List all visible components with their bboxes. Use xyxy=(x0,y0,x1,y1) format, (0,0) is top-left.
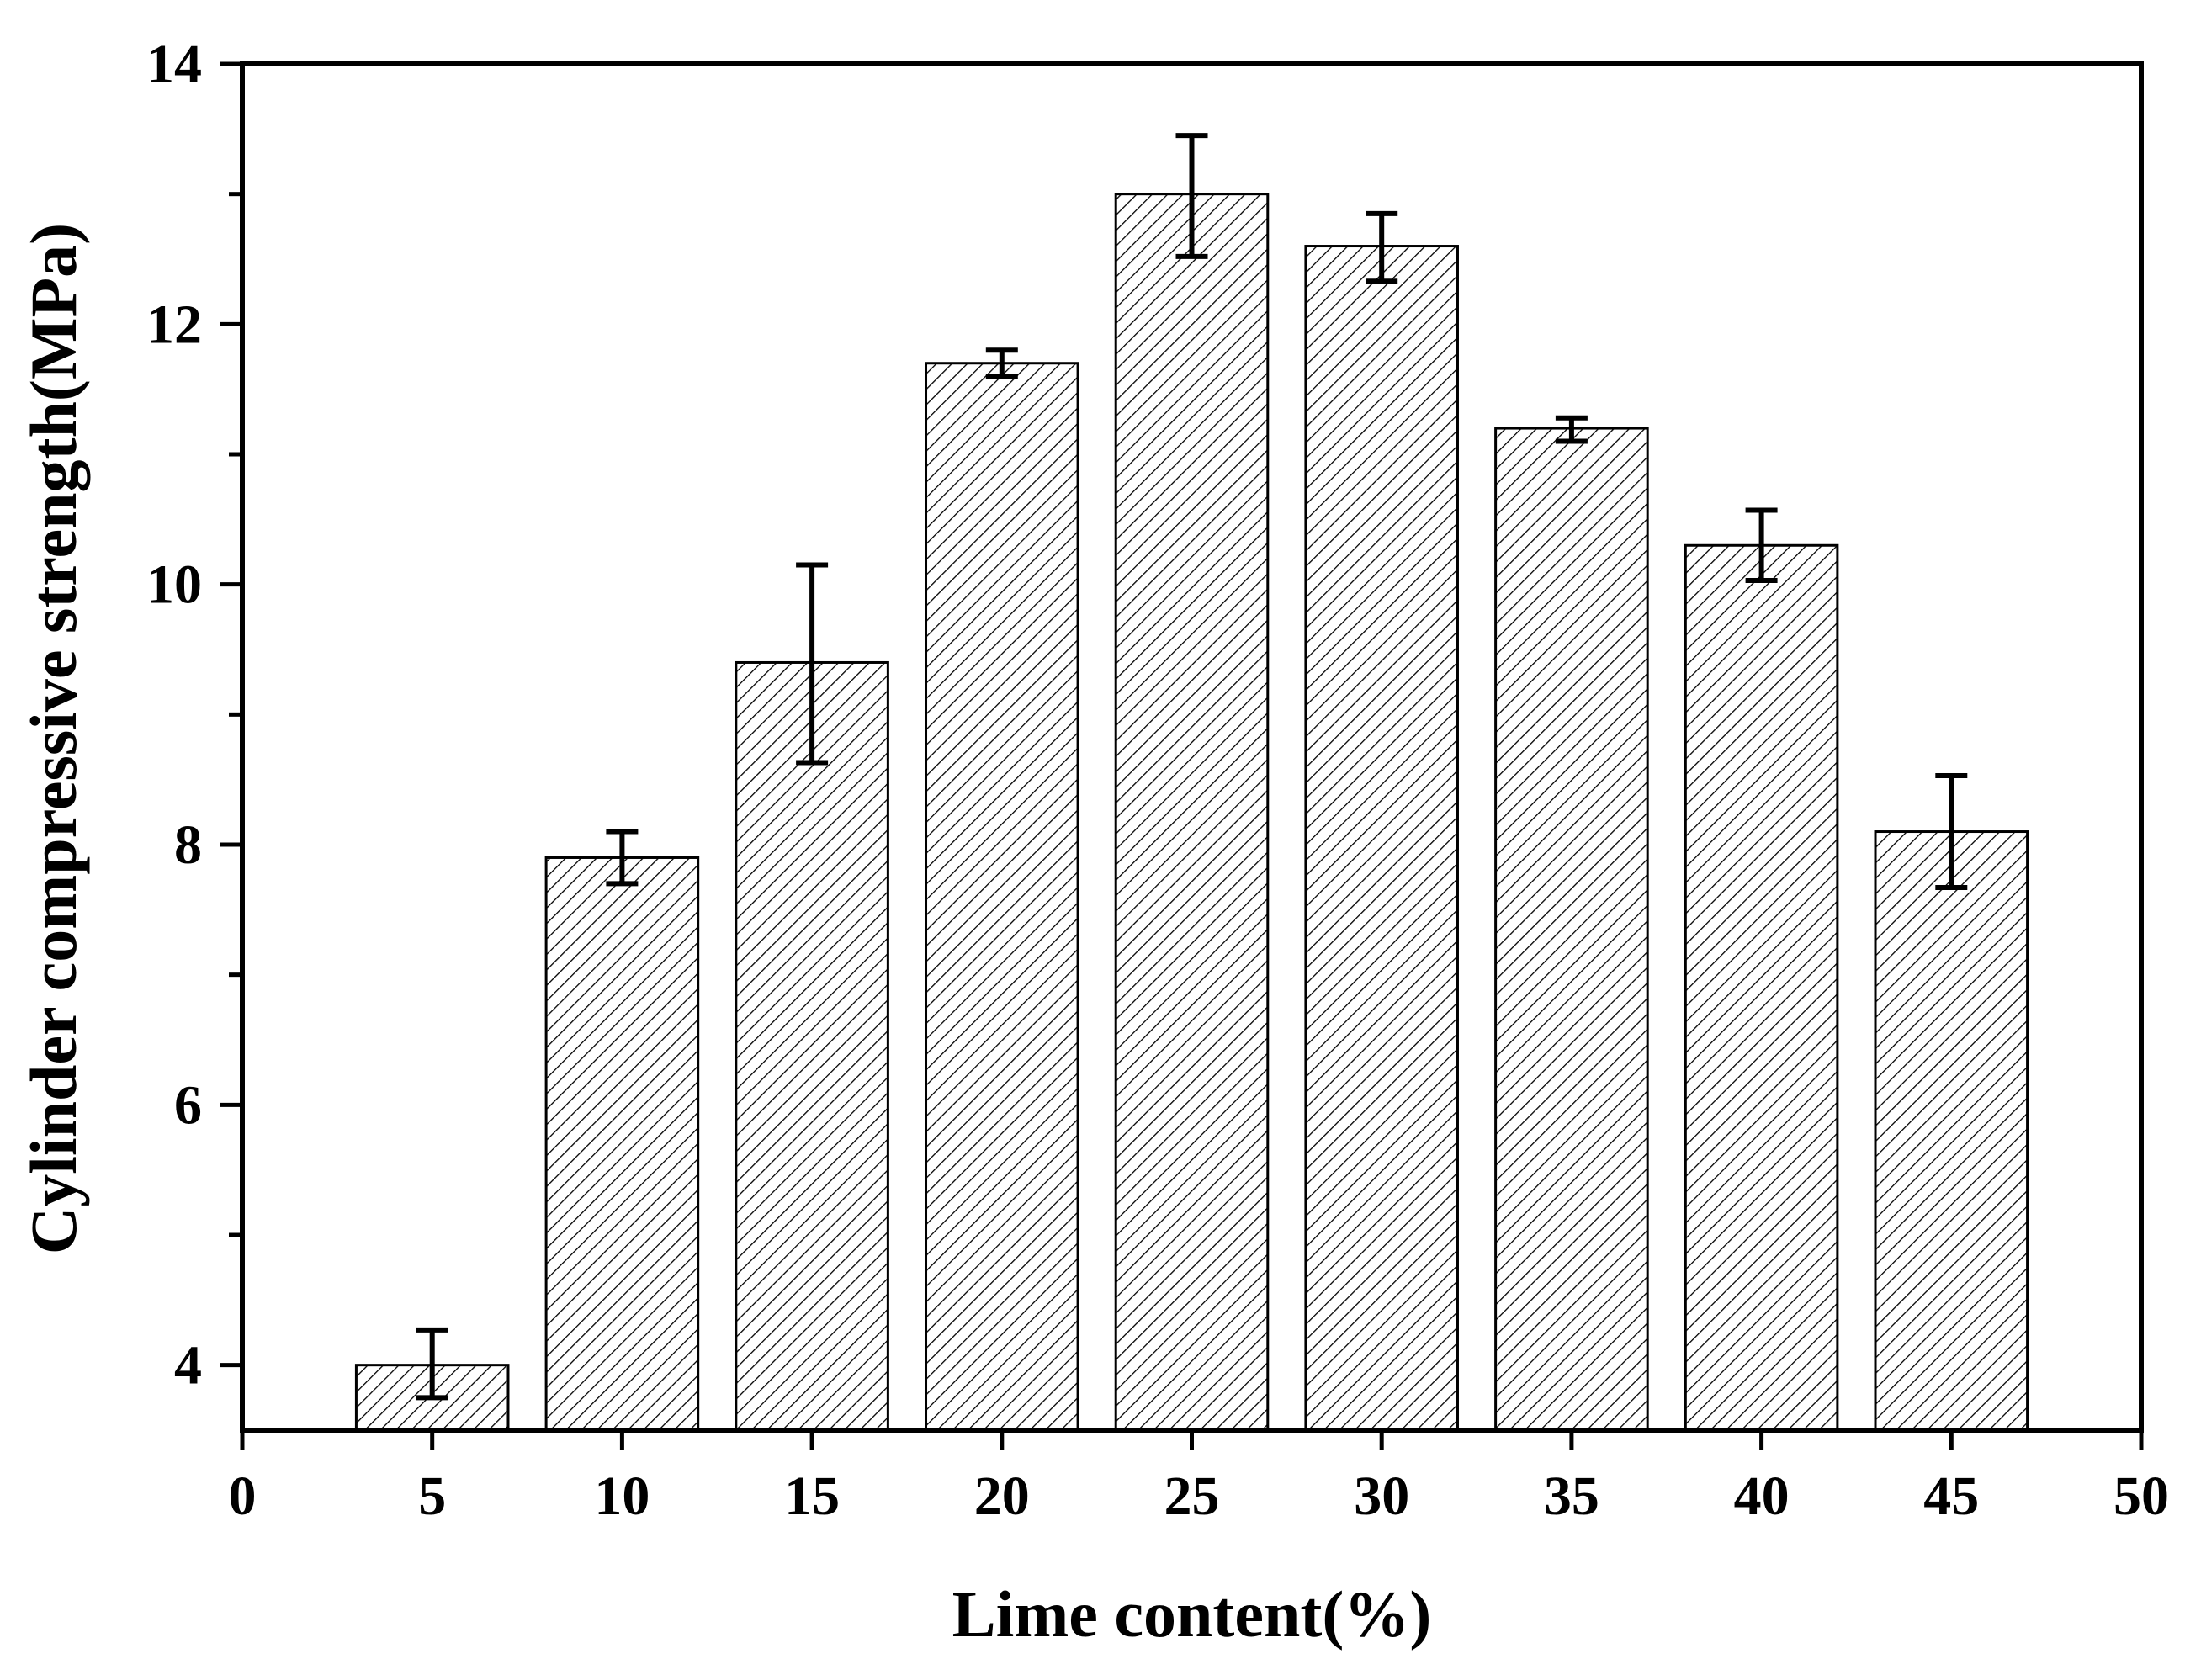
x-axis: 0 5 10 15 20 25 30 35 40 45 50 xyxy=(229,1430,2169,1527)
x-tick-label: 35 xyxy=(1544,1465,1599,1527)
x-tick-label: 10 xyxy=(594,1465,650,1527)
bar-5 xyxy=(1304,245,1459,1432)
bar-6 xyxy=(1494,427,1649,1432)
error-bar-1 xyxy=(606,829,639,887)
x-tick-label: 0 xyxy=(229,1465,257,1527)
error-bar-8 xyxy=(1935,773,1968,891)
error-bar-7 xyxy=(1745,507,1778,584)
error-bar-6 xyxy=(1555,415,1588,444)
y-tick-label: 4 xyxy=(174,1335,202,1396)
x-tick-label: 50 xyxy=(2113,1465,2169,1527)
x-tick-label: 20 xyxy=(974,1465,1030,1527)
x-tick-label: 40 xyxy=(1734,1465,1790,1527)
y-tick-label: 14 xyxy=(146,34,202,95)
x-tick-label: 45 xyxy=(1923,1465,1979,1527)
x-tick-label: 30 xyxy=(1354,1465,1409,1527)
error-bars-layer xyxy=(416,133,1968,1401)
x-tick-label: 25 xyxy=(1164,1465,1220,1527)
y-axis: 4 6 8 10 12 14 xyxy=(146,34,242,1396)
error-bar-4 xyxy=(1175,133,1208,259)
y-tick-label: 12 xyxy=(146,294,202,355)
bar-2 xyxy=(735,660,889,1432)
error-bar-0 xyxy=(416,1327,448,1401)
bars-layer xyxy=(354,193,2029,1432)
error-bar-3 xyxy=(985,347,1018,379)
error-bar-5 xyxy=(1366,210,1398,284)
bar-4 xyxy=(1114,193,1270,1432)
y-tick-label: 8 xyxy=(174,814,202,876)
bar-7 xyxy=(1684,543,1839,1432)
x-tick-label: 15 xyxy=(784,1465,840,1527)
y-axis-title: Cylinder compressive strength(MPa) xyxy=(17,223,90,1254)
bar-1 xyxy=(544,856,700,1432)
x-tick-label: 5 xyxy=(418,1465,446,1527)
y-tick-label: 6 xyxy=(174,1074,202,1136)
bar-3 xyxy=(925,362,1079,1432)
x-axis-title: Lime content(%) xyxy=(952,1577,1432,1651)
bar-8 xyxy=(1874,830,2029,1432)
error-bar-2 xyxy=(796,562,829,766)
y-tick-label: 10 xyxy=(146,554,202,616)
